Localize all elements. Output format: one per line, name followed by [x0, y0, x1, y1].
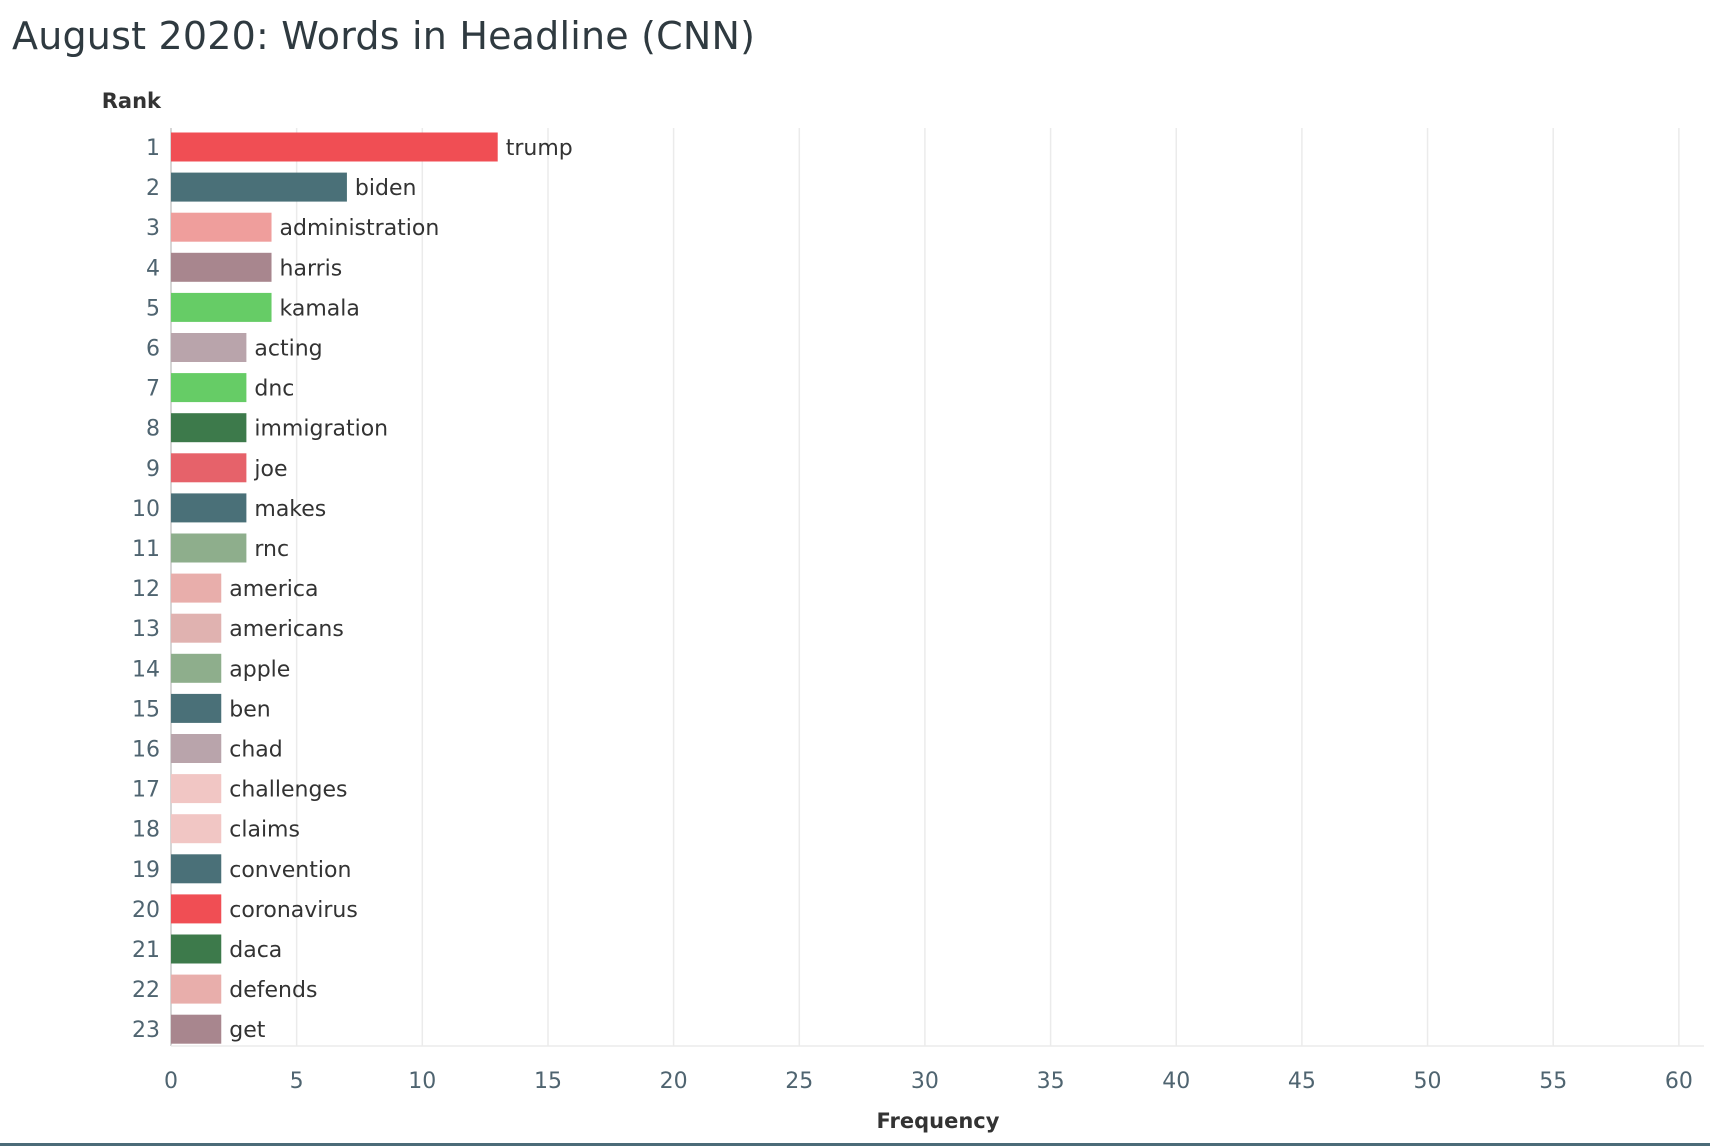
x-tick-label: 40 — [1162, 1069, 1190, 1094]
bar-label-claims: claims — [229, 818, 300, 843]
rank-label: 16 — [132, 738, 160, 763]
bar-label-chad: chad — [229, 738, 283, 763]
bar-label-makes: makes — [254, 497, 326, 522]
rank-label: 3 — [146, 216, 160, 241]
x-tick-label: 5 — [290, 1069, 304, 1094]
rank-label: 5 — [146, 296, 160, 321]
bar-label-get: get — [229, 1018, 266, 1043]
bar-claims — [171, 814, 222, 844]
bar-chad — [171, 734, 222, 763]
bar-label-harris: harris — [280, 256, 343, 281]
bars: 1 trump 2 biden 3 administration 4 harris 5 kamal… — [132, 132, 573, 1044]
bar-kamala — [171, 292, 272, 322]
bar-america — [171, 573, 222, 603]
bar-americans — [171, 613, 222, 643]
bar-label-americans: americans — [229, 617, 344, 642]
bar-label-defends: defends — [229, 978, 317, 1003]
bar-immigration — [171, 413, 247, 443]
x-tick-label: 30 — [911, 1069, 939, 1094]
rank-label: 6 — [146, 337, 160, 362]
bar-label-daca: daca — [229, 938, 282, 963]
bar-label-challenges: challenges — [229, 778, 347, 803]
rank-label: 22 — [132, 978, 160, 1003]
x-tick-label: 35 — [1037, 1069, 1065, 1094]
bar-label-convention: convention — [229, 858, 351, 883]
bar-label-trump: trump — [506, 136, 573, 161]
bar-makes — [171, 493, 247, 523]
rank-label: 12 — [132, 577, 160, 602]
rank-label: 9 — [146, 457, 160, 482]
x-tick-label: 25 — [785, 1069, 813, 1094]
bar-daca — [171, 934, 222, 964]
bar-dnc — [171, 373, 247, 403]
bar-apple — [171, 653, 222, 683]
rank-label: 20 — [132, 898, 160, 923]
rank-label: 18 — [132, 818, 160, 843]
x-tick-label: 10 — [408, 1069, 436, 1094]
bar-label-biden: biden — [355, 176, 417, 201]
bar-convention — [171, 854, 222, 884]
rank-label: 23 — [132, 1018, 160, 1043]
bar-label-dnc: dnc — [254, 377, 294, 402]
rank-label: 21 — [132, 938, 160, 963]
rank-label: 13 — [132, 617, 160, 642]
x-tick-label: 50 — [1414, 1069, 1442, 1094]
chart-title: August 2020: Words in Headline (CNN) — [12, 14, 756, 58]
rank-label: 14 — [132, 657, 160, 682]
x-tick-label: 20 — [660, 1069, 688, 1094]
bar-ben — [171, 693, 222, 723]
bar-label-acting: acting — [254, 337, 322, 362]
rank-label: 19 — [132, 858, 160, 883]
gridlines — [170, 128, 1704, 1047]
bar-label-rnc: rnc — [254, 537, 289, 562]
bar-defends — [171, 974, 222, 1004]
x-tick-label: 15 — [534, 1069, 562, 1094]
bar-label-coronavirus: coronavirus — [229, 898, 358, 923]
x-axis-title: Frequency — [877, 1109, 1000, 1133]
bar-administration — [171, 212, 272, 242]
rank-label: 7 — [146, 377, 160, 402]
rank-label: 10 — [132, 497, 160, 522]
bottom-rule — [0, 1143, 1710, 1146]
x-tick-label: 0 — [164, 1069, 178, 1094]
bar-coronavirus — [171, 894, 222, 924]
bar-rnc — [171, 533, 247, 563]
rank-label: 17 — [132, 778, 160, 803]
bar-harris — [171, 252, 272, 282]
x-axis: 0 5 10 15 20 25 30 35 40 45 50 55 60 — [164, 1069, 1693, 1094]
bar-label-immigration: immigration — [254, 417, 388, 442]
x-tick-label: 55 — [1539, 1069, 1567, 1094]
bar-label-ben: ben — [229, 697, 270, 722]
bar-label-apple: apple — [229, 657, 290, 682]
bar-joe — [171, 453, 247, 483]
rank-label: 15 — [132, 697, 160, 722]
x-tick-label: 60 — [1665, 1069, 1693, 1094]
bar-label-administration: administration — [280, 216, 440, 241]
bar-label-america: america — [229, 577, 318, 602]
bar-biden — [171, 172, 347, 202]
bar-challenges — [171, 774, 222, 804]
bar-get — [171, 1014, 222, 1044]
bar-trump — [171, 132, 498, 162]
rank-label: 11 — [132, 537, 160, 562]
rank-label: 4 — [146, 256, 160, 281]
bar-label-joe: joe — [253, 457, 287, 482]
x-tick-label: 45 — [1288, 1069, 1316, 1094]
y-axis-title: Rank — [102, 89, 162, 113]
bar-label-kamala: kamala — [280, 296, 360, 321]
rank-label: 1 — [146, 136, 160, 161]
bar-acting — [171, 333, 247, 362]
rank-label: 8 — [146, 417, 160, 442]
rank-label: 2 — [146, 176, 160, 201]
